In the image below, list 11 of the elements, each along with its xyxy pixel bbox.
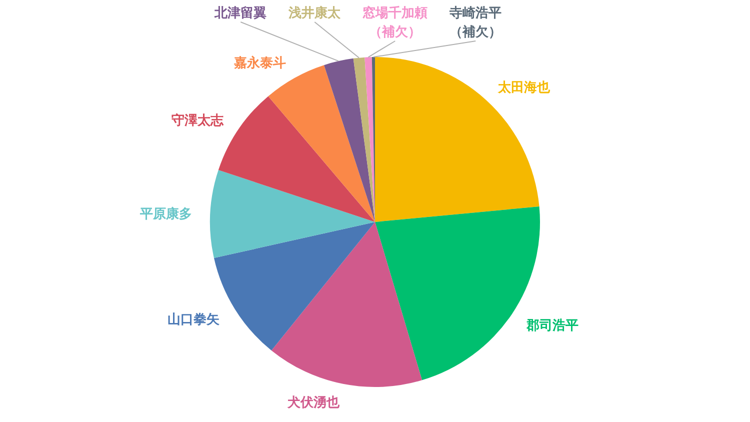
slice-label: 郡司浩平 bbox=[526, 318, 579, 334]
slice-label: 寺崎浩平（補欠） bbox=[448, 5, 502, 40]
slice-label: 山口拳矢 bbox=[168, 312, 221, 328]
slice-label: 窓場千加頼（補欠） bbox=[362, 5, 428, 40]
slice-label: 嘉永泰斗 bbox=[234, 55, 286, 72]
slice-label: 浅井康太 bbox=[288, 5, 342, 21]
slice-label: 平原康多 bbox=[139, 206, 192, 222]
slice-label: 守澤太志 bbox=[171, 112, 224, 129]
slice-label: 北津留翼 bbox=[214, 6, 267, 21]
slice-label: 太田海也 bbox=[497, 80, 552, 96]
slice-label: 犬伏湧也 bbox=[288, 396, 341, 411]
